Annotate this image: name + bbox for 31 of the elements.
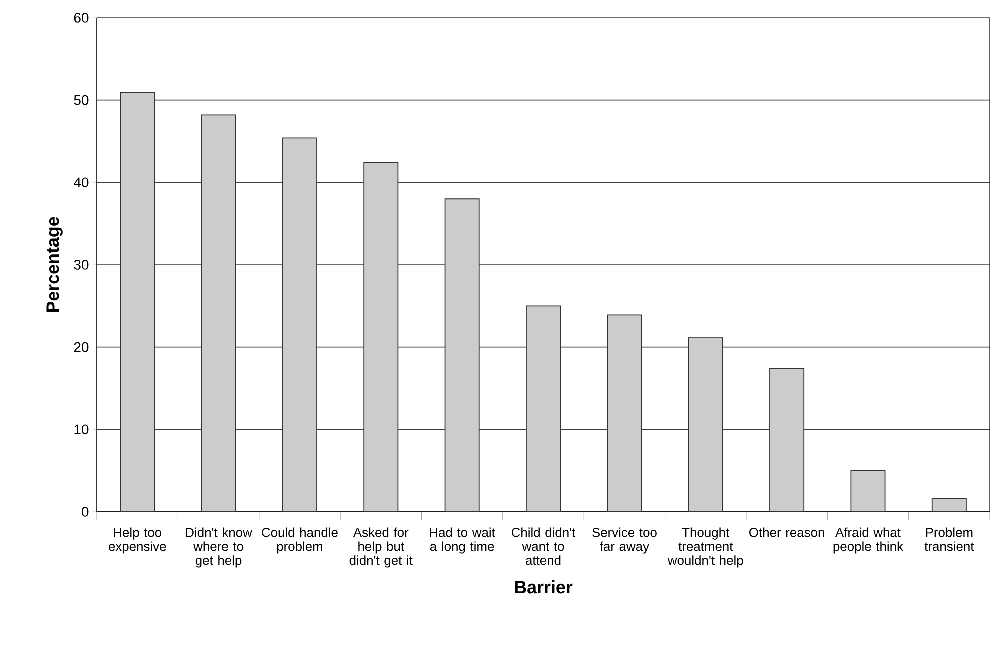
x-tick-label: Service too far away bbox=[592, 528, 657, 554]
bar bbox=[932, 498, 967, 512]
x-tick-label: Other reason bbox=[750, 528, 824, 538]
bar bbox=[120, 92, 156, 512]
y-tick-label: 40 bbox=[74, 178, 89, 188]
x-tick-label: Help too expensive bbox=[108, 528, 166, 554]
y-tick-label: 60 bbox=[74, 13, 89, 23]
y-tick-label: 0 bbox=[82, 507, 89, 517]
x-tick-label: Had to wait a long time bbox=[430, 528, 496, 554]
bar bbox=[850, 470, 886, 512]
x-tick-label: Child didn't want to attend bbox=[512, 528, 576, 566]
x-tick-label: Thought treatment wouldn't help bbox=[668, 528, 744, 568]
y-tick-label: 10 bbox=[74, 424, 89, 435]
x-tick-label: Asked for help but didn't get it bbox=[350, 528, 413, 568]
bar bbox=[607, 314, 642, 512]
bar bbox=[526, 306, 562, 512]
y-tick-label: 50 bbox=[74, 95, 89, 106]
bar bbox=[444, 198, 480, 512]
bar bbox=[201, 114, 236, 512]
x-tick-label: Didn't know where to get help bbox=[186, 528, 252, 568]
y-tick-label: 20 bbox=[74, 342, 89, 352]
bar bbox=[364, 162, 399, 512]
x-tick-label: Problem transient bbox=[924, 528, 974, 552]
bar bbox=[688, 336, 724, 512]
bar bbox=[770, 368, 805, 512]
x-tick-label: Afraid what people think bbox=[834, 528, 904, 554]
y-tick-label: 30 bbox=[74, 260, 89, 270]
x-tick-label: Could handle problem bbox=[262, 528, 338, 554]
y-axis-title: Percentage bbox=[46, 217, 63, 312]
bar bbox=[282, 138, 318, 512]
x-axis-title: Barrier bbox=[515, 580, 573, 594]
